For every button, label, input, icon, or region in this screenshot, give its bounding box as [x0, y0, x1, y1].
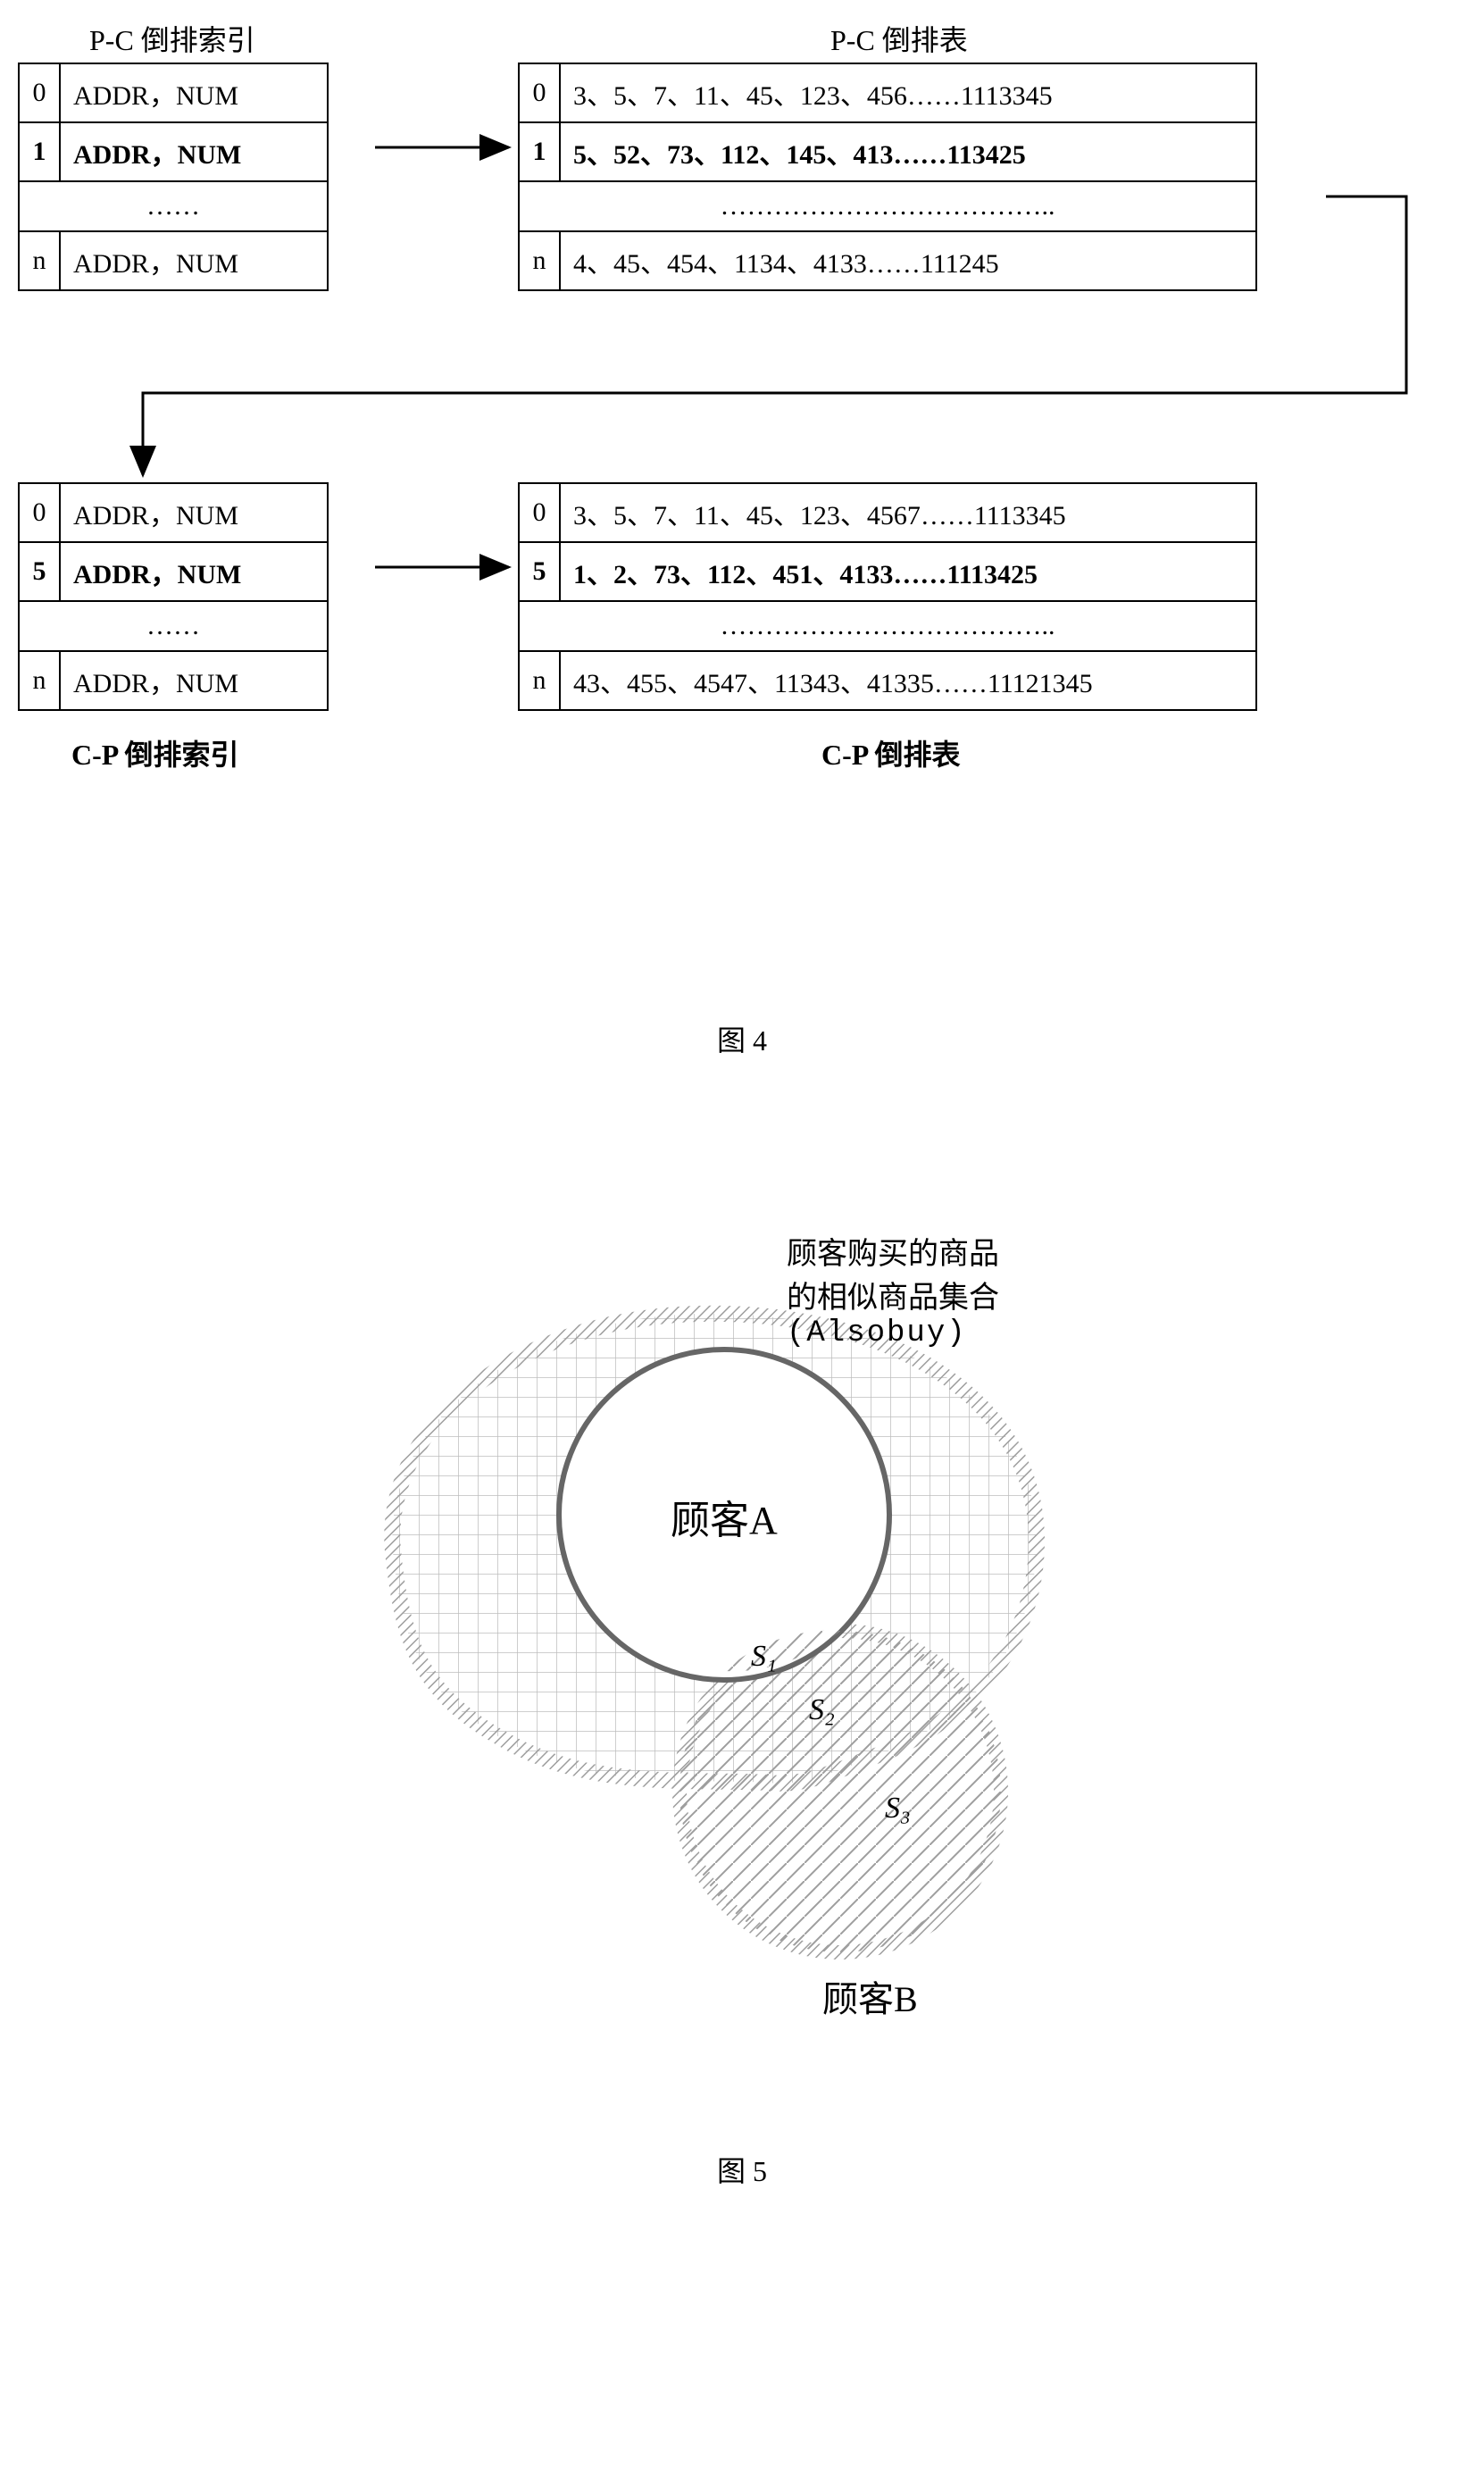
row-index: 0	[519, 63, 560, 122]
figure-4-caption: 图 4	[18, 1018, 1466, 1059]
pc-table-heading: P-C 倒排表	[830, 18, 968, 59]
table-row: 1 ADDR，NUM	[19, 122, 328, 181]
row-index: 1	[19, 122, 60, 181]
table-row-ellipsis: ……	[19, 601, 328, 651]
row-value: 1、2、73、112、451、4133……1113425	[560, 542, 1256, 601]
row-index: n	[519, 651, 560, 710]
row-value: 3、5、7、11、45、123、456……1113345	[560, 63, 1256, 122]
row-index: n	[19, 651, 60, 710]
table-row-ellipsis: ………………………………..	[519, 181, 1256, 231]
table-row-ellipsis: ………………………………..	[519, 601, 1256, 651]
table-row: n ADDR，NUM	[19, 651, 328, 710]
table-row: 0 ADDR，NUM	[19, 63, 328, 122]
s2-label: S₂	[809, 1693, 835, 1727]
row-index: 1	[519, 122, 560, 181]
row-index: 0	[19, 63, 60, 122]
row-index: n	[519, 231, 560, 290]
alsobuy-label-line1: 顾客购买的商品	[787, 1229, 999, 1273]
venn-diagram	[340, 1220, 1144, 2024]
alsobuy-label-line2: 的相似商品集合	[787, 1273, 999, 1316]
table-row: n 43、455、4547、11343、41335……11121345	[519, 651, 1256, 710]
table-row: 5 1、2、73、112、451、4133……1113425	[519, 542, 1256, 601]
table-row: 0 ADDR，NUM	[19, 483, 328, 542]
row-index: 0	[519, 483, 560, 542]
row-value: 3、5、7、11、45、123、4567……1113345	[560, 483, 1256, 542]
alsobuy-label: 顾客购买的商品 的相似商品集合 (Alsobuy)	[787, 1229, 999, 1350]
row-value: ADDR，NUM	[60, 542, 328, 601]
cp-index-heading: C-P 倒排索引	[71, 732, 239, 773]
figure-4: P-C 倒排索引 P-C 倒排表 0 ADDR，NUM 1 ADDR，NUM ……	[18, 18, 1466, 1000]
customer-b-label: 顾客B	[822, 1970, 918, 2022]
table-row-ellipsis: ……	[19, 181, 328, 231]
table-row: 1 5、52、73、112、145、413……113425	[519, 122, 1256, 181]
ellipsis: ……	[19, 181, 328, 231]
row-index: 5	[519, 542, 560, 601]
table-row: 0 3、5、7、11、45、123、456……1113345	[519, 63, 1256, 122]
ellipsis: ………………………………..	[519, 601, 1256, 651]
s3-label: S₃	[885, 1792, 911, 1826]
cp-index-table: 0 ADDR，NUM 5 ADDR，NUM …… n ADDR，NUM	[18, 482, 329, 711]
row-value: 43、455、4547、11343、41335……11121345	[560, 651, 1256, 710]
pc-index-table: 0 ADDR，NUM 1 ADDR，NUM …… n ADDR，NUM	[18, 63, 329, 291]
row-value: 5、52、73、112、145、413……113425	[560, 122, 1256, 181]
row-value: ADDR，NUM	[60, 122, 328, 181]
row-value: ADDR，NUM	[60, 231, 328, 290]
table-row: n ADDR，NUM	[19, 231, 328, 290]
pc-inverted-table: 0 3、5、7、11、45、123、456……1113345 1 5、52、73…	[518, 63, 1257, 291]
ellipsis: ……	[19, 601, 328, 651]
ellipsis: ………………………………..	[519, 181, 1256, 231]
row-index: n	[19, 231, 60, 290]
pc-index-heading: P-C 倒排索引	[89, 18, 255, 59]
table-row: n 4、45、454、1134、4133……111245	[519, 231, 1256, 290]
row-value: ADDR，NUM	[60, 483, 328, 542]
customer-a-label: 顾客A	[671, 1488, 778, 1545]
alsobuy-label-line3: (Alsobuy)	[787, 1316, 999, 1350]
row-value: ADDR，NUM	[60, 63, 328, 122]
table-row: 5 ADDR，NUM	[19, 542, 328, 601]
s1-label: S₁	[751, 1640, 777, 1674]
cp-inverted-table: 0 3、5、7、11、45、123、4567……1113345 5 1、2、73…	[518, 482, 1257, 711]
cp-table-heading: C-P 倒排表	[821, 732, 961, 773]
row-index: 5	[19, 542, 60, 601]
table-row: 0 3、5、7、11、45、123、4567……1113345	[519, 483, 1256, 542]
row-value: 4、45、454、1134、4133……111245	[560, 231, 1256, 290]
figure-5-caption: 图 5	[18, 2149, 1466, 2190]
row-value: ADDR，NUM	[60, 651, 328, 710]
figure-5: 顾客购买的商品 的相似商品集合 (Alsobuy) 顾客A S₁ S₂ S₃ 顾…	[340, 1220, 1144, 2113]
row-index: 0	[19, 483, 60, 542]
